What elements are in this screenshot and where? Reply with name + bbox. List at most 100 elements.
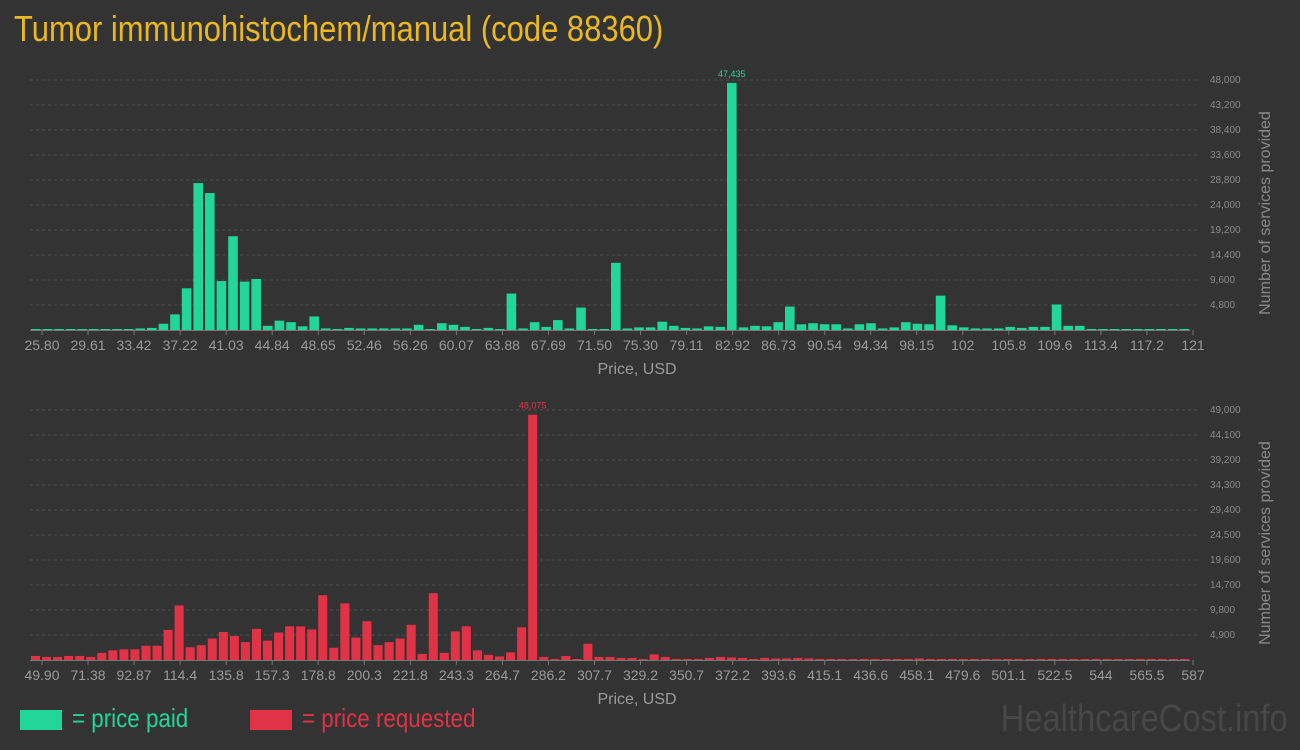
bar (181, 288, 192, 330)
page-title: Tumor immunohistochem/manual (code 88360… (14, 8, 664, 49)
bar (605, 656, 615, 660)
x-tick-label: 117.2 (1130, 337, 1164, 353)
bar (1028, 326, 1039, 330)
bar (471, 328, 482, 330)
bar (727, 82, 737, 330)
bar (329, 647, 339, 660)
x-tick-label: 221.8 (393, 667, 428, 683)
bar (448, 324, 459, 330)
x-tick-label: 71.38 (71, 667, 106, 683)
bar (693, 659, 703, 660)
bar (285, 626, 295, 660)
x-tick-label: 121 (1181, 337, 1205, 353)
bar (193, 183, 203, 330)
bar (228, 236, 238, 330)
bar (704, 657, 714, 660)
bar (981, 659, 991, 660)
bar (506, 293, 517, 330)
bar (402, 328, 412, 330)
y-tick-label: 9,600 (1210, 275, 1235, 286)
x-tick-label: 71.50 (577, 337, 612, 353)
x-tick-label: 372.2 (715, 667, 750, 683)
bar (1051, 304, 1062, 330)
bar (982, 328, 992, 330)
bar (450, 631, 460, 660)
bar (680, 327, 691, 330)
y-tick-label: 19,200 (1210, 225, 1241, 236)
bar (42, 656, 52, 660)
bar (77, 329, 87, 330)
bar (390, 328, 401, 330)
bar (669, 325, 679, 330)
bar (622, 328, 633, 330)
bar (660, 656, 670, 660)
bar (808, 323, 818, 330)
bar (340, 603, 350, 660)
bar (274, 632, 284, 660)
bar (727, 657, 737, 660)
x-tick-label: 41.03 (209, 337, 244, 353)
bar (1124, 659, 1134, 660)
bar (970, 659, 980, 660)
bar (163, 629, 173, 660)
bar (483, 327, 493, 330)
bar (594, 656, 604, 660)
bar (760, 657, 770, 660)
bar (437, 323, 447, 330)
bar (1133, 329, 1143, 330)
y-tick-label: 29,400 (1210, 505, 1241, 516)
x-tick-label: 98.15 (899, 337, 934, 353)
bar (130, 649, 140, 660)
bar (395, 638, 405, 660)
x-tick-label: 109.6 (1037, 337, 1072, 353)
bar (413, 324, 424, 330)
bar (135, 328, 145, 330)
y-tick-label: 14,700 (1210, 580, 1241, 591)
x-tick-label: 565.5 (1129, 667, 1164, 683)
y-tick-label: 19,600 (1210, 555, 1241, 566)
bar (31, 655, 41, 660)
legend-label-price-paid: = price paid (72, 703, 189, 733)
bar (239, 281, 250, 330)
legend-swatch-price-paid (20, 710, 62, 730)
bar (251, 628, 261, 660)
bar (912, 323, 923, 330)
x-tick-label: 60.07 (439, 337, 474, 353)
bar (332, 328, 343, 330)
bar (815, 659, 825, 660)
bar (528, 414, 538, 660)
bar (170, 314, 180, 330)
bar (703, 326, 714, 330)
bar (550, 659, 560, 660)
bar (529, 322, 540, 330)
bar (321, 328, 331, 330)
y-tick-label: 9,800 (1210, 605, 1235, 616)
bar (992, 659, 1002, 660)
x-tick-label: 307.7 (577, 667, 612, 683)
bar (31, 329, 41, 330)
x-tick-label: 67.69 (531, 337, 566, 353)
bar (645, 327, 656, 330)
x-tick-label: 544 (1089, 667, 1113, 683)
bar (417, 653, 427, 660)
x-tick-label: 92.87 (117, 667, 152, 683)
bar (119, 649, 129, 660)
bar (837, 659, 847, 660)
bar (158, 323, 169, 330)
bar (406, 624, 416, 660)
x-tick-label: 243.3 (439, 667, 474, 683)
bar (54, 329, 64, 330)
bar (1069, 659, 1079, 660)
x-tick-label: 501.1 (991, 667, 1026, 683)
bar (914, 658, 924, 660)
bar (1098, 329, 1108, 330)
y-axis-title: Number of services provided (1257, 111, 1274, 315)
bar (1146, 659, 1156, 660)
y-tick-label: 49,000 (1210, 405, 1241, 416)
bar (771, 658, 781, 660)
price-requested-chart: 4,900 9,800 14,700 19,600 24,500 29,400 34,300… (24, 401, 1274, 708)
bar (86, 656, 96, 660)
bar (1156, 329, 1166, 330)
bar (761, 326, 772, 330)
x-tick-label: 94.34 (853, 337, 888, 353)
